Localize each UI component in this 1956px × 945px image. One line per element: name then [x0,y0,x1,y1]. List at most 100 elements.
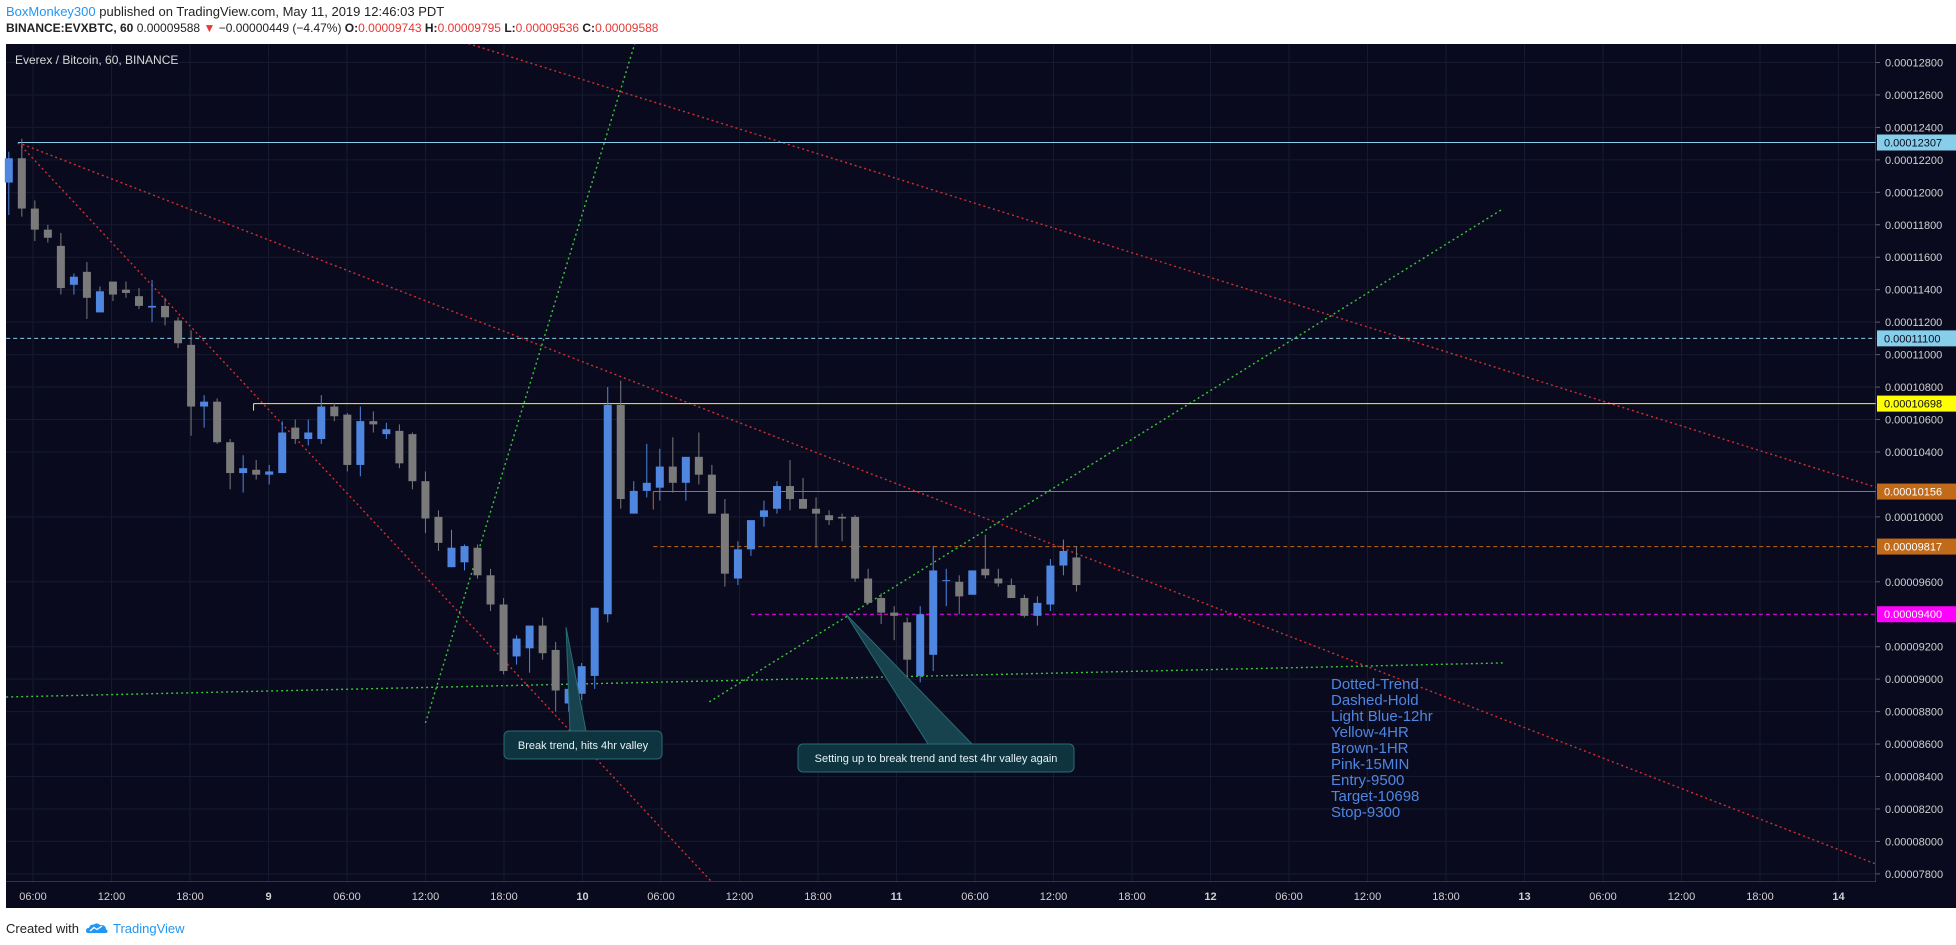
candle-body [616,404,625,500]
candle-body [486,575,495,605]
time-tick-label: 11 [891,891,903,903]
price-tick-label: 0.00011800 [1885,220,1942,232]
low-label: L: [504,21,516,35]
time-tick-label: 9 [265,891,271,903]
candle-body [187,344,196,407]
open-value: 0.00009743 [358,21,422,35]
candle-body [447,547,456,568]
candle-body [343,414,352,465]
time-tick-label: 06:00 [647,891,675,903]
candle-body [1059,550,1068,566]
candle-body [955,581,964,597]
created-with-text: Created with [6,921,79,936]
time-tick-label: 18:00 [1746,891,1774,903]
level-price-label: 0.00010156 [1884,487,1942,499]
trend-line [17,142,713,882]
candle-body [890,612,899,616]
symbol-label: BINANCE:EVXBTC, 60 [6,21,134,35]
grid [6,44,1876,882]
price-tick-label: 0.00010800 [1885,382,1943,394]
price-tick-label: 0.00010000 [1885,512,1943,524]
price-tick-label: 0.00012400 [1885,122,1943,134]
candle-body [200,401,209,407]
trend-line [467,44,1876,488]
price-axis[interactable] [1876,44,1956,882]
candle-body [981,568,990,576]
candle-body [968,570,977,595]
time-tick-label: 12:00 [98,891,126,903]
candle-body [421,481,430,519]
time-tick-label: 06:00 [961,891,989,903]
candle-body [1046,565,1055,605]
candle-body [460,546,469,563]
price-tick-label: 0.00009200 [1885,642,1943,654]
candle-body [707,474,716,514]
level-price-label: 0.00012307 [1884,138,1942,150]
time-tick-label: 12 [1204,891,1216,903]
level-price-badge [1877,483,1956,500]
price-tick-label: 0.00008000 [1885,836,1943,848]
time-tick-label: 12:00 [726,891,754,903]
trend-line [708,207,1504,703]
candle-body [903,622,912,660]
tradingview-link[interactable]: TradingView [113,921,185,936]
candle-body [69,276,78,285]
time-axis[interactable] [6,882,1956,908]
legend-note: Entry-9500 [1331,772,1404,789]
candle-body [668,466,677,483]
level-price-badge [1877,606,1956,623]
candle-body [265,471,274,475]
level-price-label: 0.00011100 [1884,333,1940,345]
author-link[interactable]: BoxMonkey300 [6,4,96,19]
time-tick-label: 18:00 [176,891,204,903]
callout-box [797,743,1075,773]
candle-body [304,432,313,439]
time-tick-label: 12:00 [1040,891,1068,903]
candle-body [720,513,729,574]
price-tick-label: 0.00012800 [1885,57,1943,69]
candle-body [525,625,534,649]
candle-body [551,649,560,691]
candle-body [161,305,170,318]
time-tick-label: 06:00 [19,891,47,903]
price-tick-label: 0.00010400 [1885,447,1943,459]
level-price-badge [1877,134,1956,151]
candle-body [30,208,39,230]
level-price-label: 0.00010698 [1884,399,1942,411]
candle-body [4,158,13,183]
high-label: H: [424,21,438,35]
legend-note: Stop-9300 [1331,804,1400,821]
callout-text: Setting up to break trend and test 4hr v… [815,753,1058,765]
candle-body [681,456,690,483]
close-value: 0.00009588 [595,21,659,35]
candle-body [434,516,443,543]
level-price-badge [1877,330,1956,347]
legend-note: Target-10698 [1331,788,1419,805]
candle-body [278,432,287,474]
time-tick-label: 06:00 [1275,891,1303,903]
candle-body [786,486,794,500]
price-tick-label: 0.00008800 [1885,707,1943,719]
legend-note: Dotted-Trend [1331,676,1419,693]
candle-body [121,289,130,293]
close-label: C: [582,21,596,35]
candle-body [1020,598,1029,616]
candle-body [994,578,1003,584]
candle-body [473,547,482,576]
candle-body [499,604,508,672]
price-tick-label: 0.00010600 [1885,415,1943,427]
price-tick-label: 0.00009000 [1885,674,1943,686]
callout-text: Break trend, hits 4hr valley [518,740,649,752]
price-tick-label: 0.00011600 [1885,252,1942,264]
footer: Created with TradingView [6,921,185,936]
legend-note: Yellow-4HR [1331,724,1409,741]
time-tick-label: 18:00 [490,891,518,903]
legend-note: Brown-1HR [1331,740,1409,757]
candle-body [916,614,925,676]
candle-body [174,320,183,344]
time-tick-label: 12:00 [1354,891,1382,903]
price-tick-label: 0.00012200 [1885,155,1943,167]
price-tick-label: 0.00011200 [1885,317,1942,329]
candle-body [603,404,612,615]
